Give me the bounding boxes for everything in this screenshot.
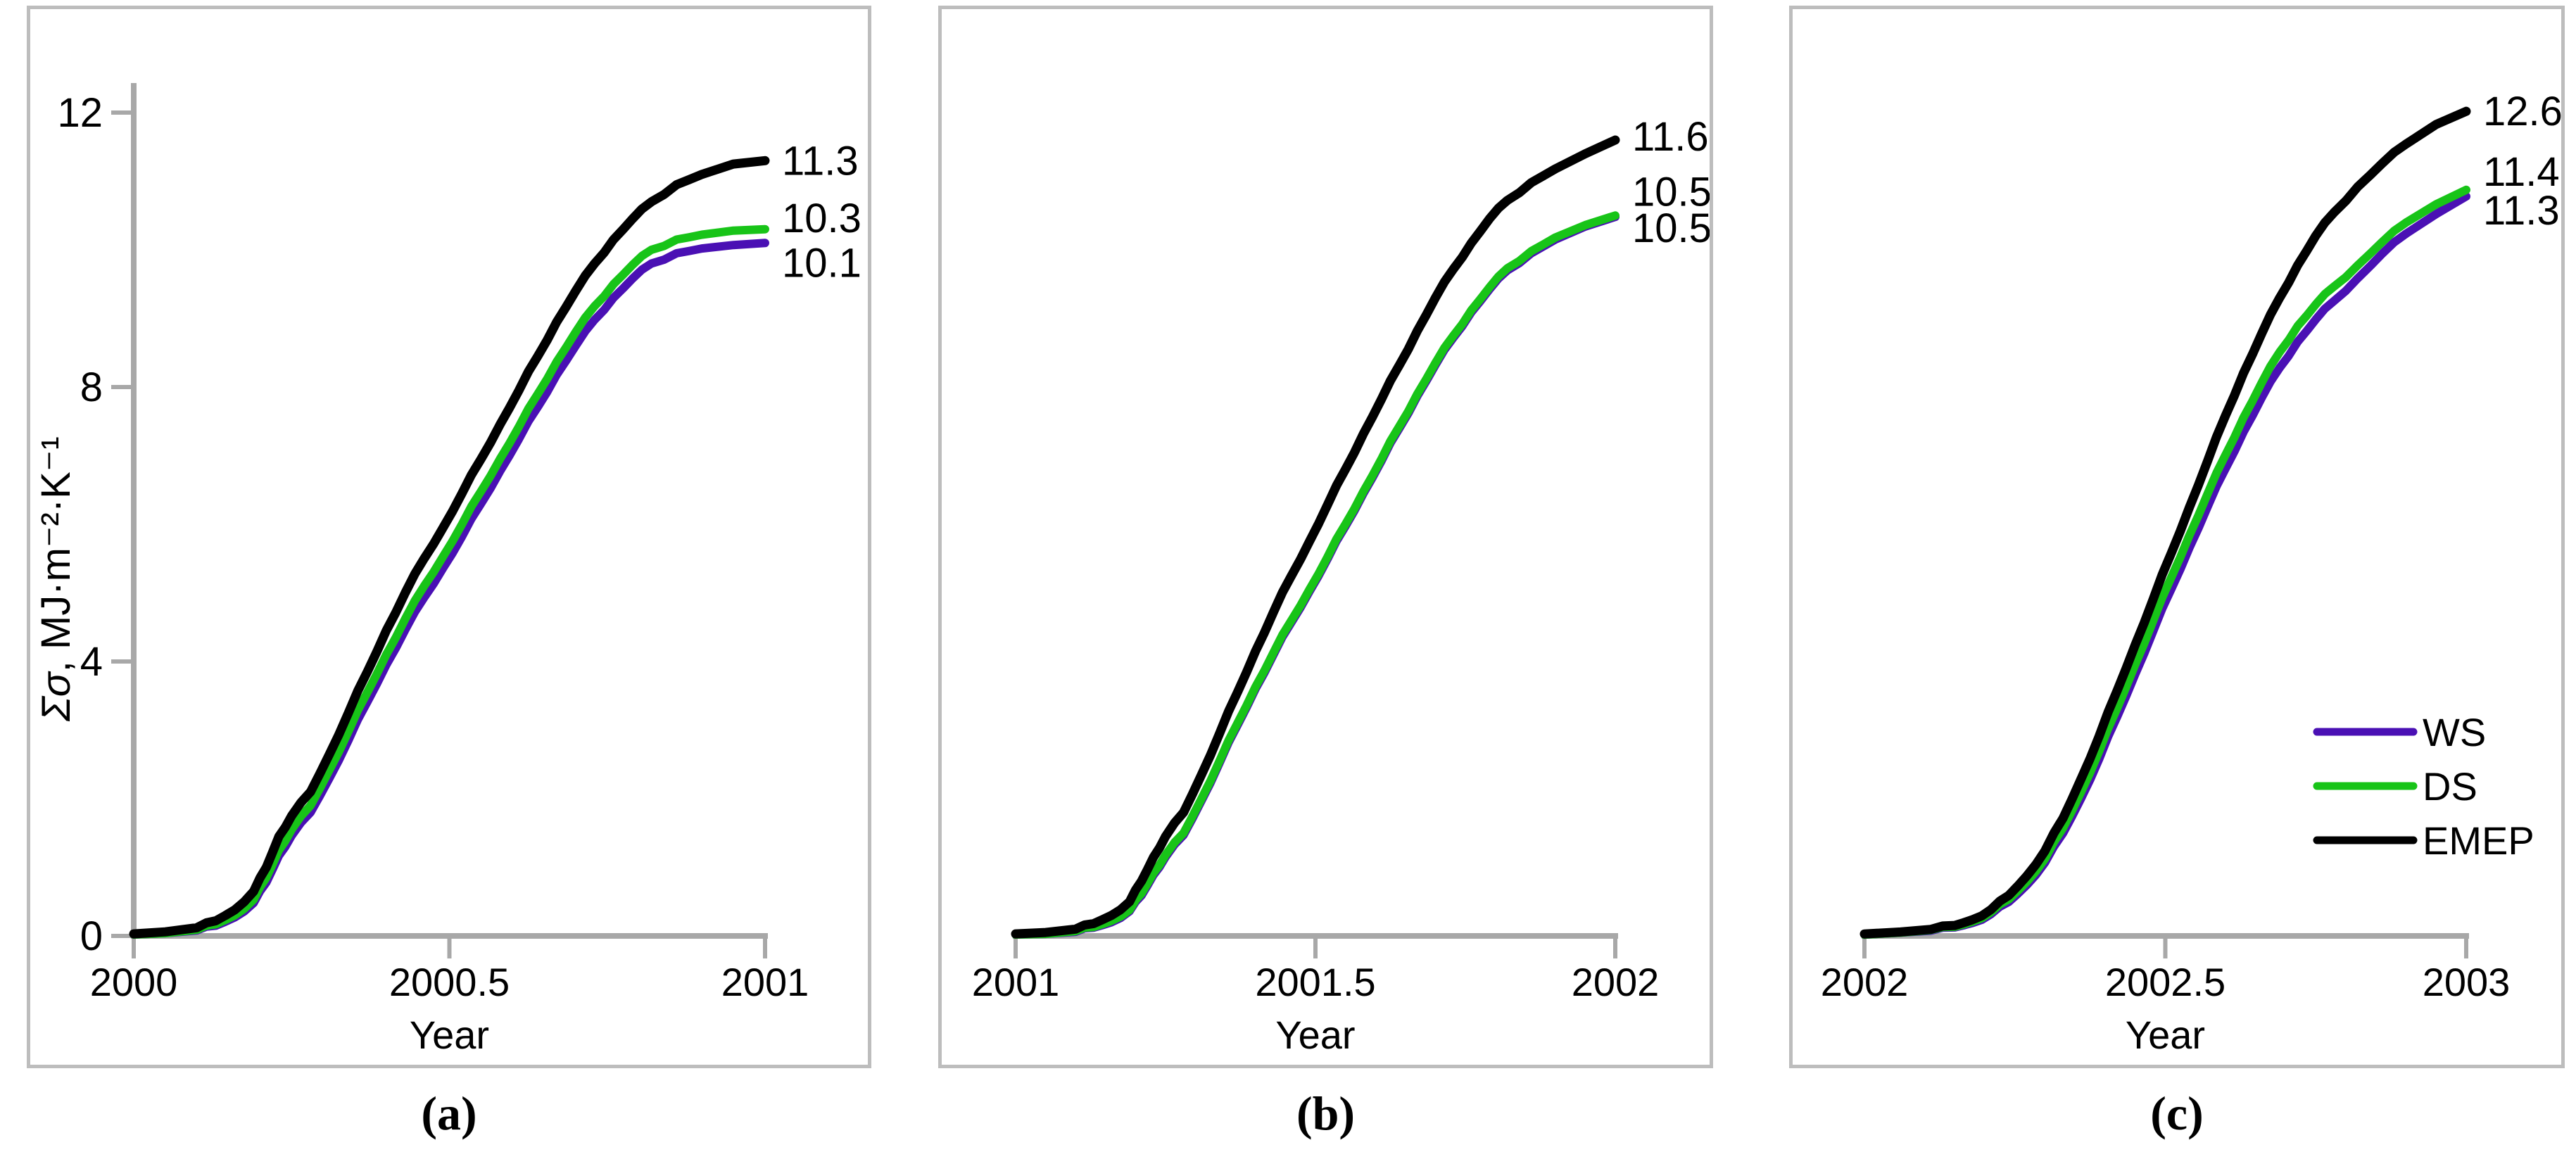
y-tick-label: 4: [80, 639, 103, 685]
end-label-ds: 11.4: [2483, 149, 2560, 195]
series-line-emep: [1011, 135, 1620, 939]
x-tick-label: 2000: [90, 960, 178, 1004]
caption-a: (a): [421, 1087, 477, 1140]
chart-panel-b: 2001 2001.5 2002 Year 10.5 10.5 11.6: [938, 6, 1713, 1068]
series-line-ds: [130, 224, 769, 939]
y-tick-label: 8: [80, 365, 103, 410]
x-tick-label: 2001: [972, 960, 1060, 1004]
chart-canvas-b: 2001 2001.5 2002 Year 10.510.5 11.6: [972, 114, 1710, 1057]
legend-label-emep: EMEP: [2423, 818, 2534, 863]
x-tick-label: 2001.5: [1255, 960, 1375, 1004]
y-tick-label: 0: [80, 913, 103, 959]
end-label-emep: 12.6: [2483, 89, 2561, 134]
series-line-ws: [130, 239, 769, 939]
end-label-ds: 10.3: [782, 196, 861, 241]
series-line-emep: [129, 156, 770, 939]
series-line-ds: [1011, 211, 1620, 939]
end-label-emep: 11.3: [782, 138, 859, 184]
x-axis-label: Year: [2126, 1013, 2205, 1057]
caption-b: (b): [1296, 1087, 1356, 1140]
legend-label-ds: DS: [2423, 764, 2477, 809]
end-label-ws: 10.1: [782, 240, 861, 286]
x-axis-label: Year: [1275, 1013, 1355, 1057]
x-tick-label: 2003: [2423, 960, 2511, 1004]
legend-label-ws: WS: [2423, 710, 2486, 754]
end-label-ds: 10.5: [1632, 169, 1710, 215]
series-line-emep: [1860, 106, 2471, 939]
x-tick-label: 2001: [721, 960, 809, 1004]
y-axis-title-sigma: Σσ: [33, 671, 79, 722]
caption-c: (c): [2150, 1087, 2204, 1140]
x-axis-label: Year: [410, 1013, 489, 1057]
y-axis-title-units: , MJ·m⁻²·K⁻¹: [33, 436, 79, 672]
end-label-emep: 11.6: [1632, 114, 1709, 160]
end-label-ws: 11.3: [2483, 188, 2560, 234]
chart-canvas-c: 2002 2002.5 2003 Year 11.311.4 12.6 WS DS EMEP: [1821, 89, 2561, 1057]
x-tick-label: 2002: [1572, 960, 1660, 1004]
x-tick-label: 2002: [1821, 960, 1909, 1004]
chart-canvas-a: Σσ, MJ·m⁻²·K⁻¹ 2000 2000.5 2001 Year 0 4 8 12 10…: [33, 83, 861, 1057]
chart-panel-c: 2002 2002.5 2003 Year 11.3 11.4 12.6 WS DS EMEP: [1789, 6, 2565, 1068]
y-axis-title: Σσ, MJ·m⁻²·K⁻¹: [33, 436, 79, 722]
y-tick-label: 12: [57, 90, 103, 136]
x-tick-label: 2002.5: [2105, 960, 2225, 1004]
end-label-ws: 10.5: [1632, 205, 1710, 251]
x-tick-label: 2000.5: [389, 960, 510, 1004]
chart-panel-a: Σσ, MJ·m⁻²·K⁻¹ 2000 2000.5 2001 Year 0 4 8 12 10…: [27, 6, 871, 1068]
